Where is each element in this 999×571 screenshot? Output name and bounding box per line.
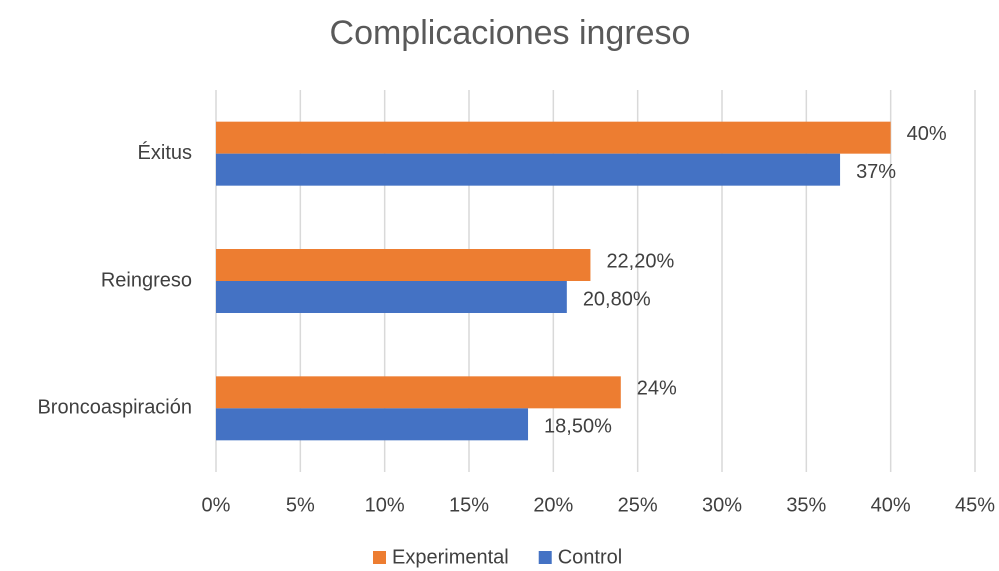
legend-label: Experimental [392,546,509,568]
x-tick-label: 45% [955,494,995,516]
bar [216,408,529,441]
x-tick-label: 20% [533,494,573,516]
y-tick-label: Reingreso [101,269,192,291]
bar [216,249,591,281]
bar [216,121,891,154]
y-tick-label: Éxitus [138,141,192,164]
x-tick-label: 0% [202,494,231,516]
y-tick-label: Broncoaspiración [37,397,192,419]
legend-swatch [373,551,386,564]
data-label: 24% [637,378,677,400]
bar [216,281,567,313]
bar [216,376,621,409]
x-tick-label: 5% [286,494,315,516]
chart-title: Complicaciones ingreso [330,14,691,52]
data-label: 18,50% [544,416,612,438]
bar [216,153,841,186]
x-tick-label: 10% [365,494,405,516]
data-label: 20,80% [583,288,651,310]
x-tick-label: 35% [786,494,826,516]
x-tick-label: 15% [449,494,489,516]
data-label: 22,20% [606,250,674,272]
legend-swatch [538,551,552,564]
data-label: 37% [856,161,896,183]
data-label: 40% [907,123,947,145]
x-tick-label: 25% [618,494,658,516]
legend-label: Control [558,546,622,568]
x-tick-label: 30% [702,494,742,516]
x-tick-label: 40% [871,494,911,516]
